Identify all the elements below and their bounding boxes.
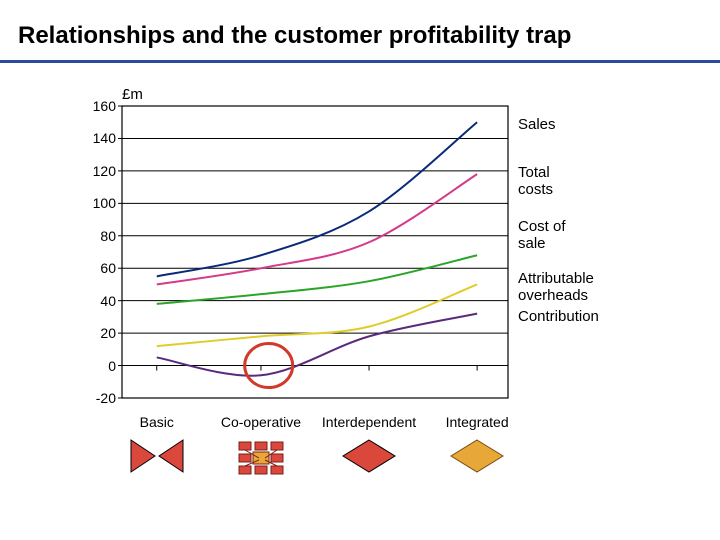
- y-tick-label: 100: [82, 195, 116, 211]
- x-tick-label: Interdependent: [314, 414, 424, 430]
- series-label-sales: Sales: [518, 116, 556, 133]
- title-underline: [0, 60, 720, 63]
- series-label-total_costs: Totalcosts: [518, 164, 553, 199]
- x-tick-label: Co-operative: [206, 414, 316, 430]
- y-tick-label: -20: [82, 390, 116, 406]
- y-tick-label: 140: [82, 130, 116, 146]
- series-label-attr_over: Attributableoverheads: [518, 270, 594, 305]
- series-label-contribution: Contribution: [518, 308, 599, 325]
- interdependent-icon: [339, 436, 399, 481]
- page-title: Relationships and the customer profitabi…: [18, 22, 571, 50]
- series-label-cost_of_sale: Cost ofsale: [518, 218, 566, 253]
- y-tick-label: 80: [82, 228, 116, 244]
- y-tick-label: 0: [82, 358, 116, 374]
- y-tick-label: 40: [82, 293, 116, 309]
- basic-icon: [127, 436, 187, 481]
- chart-area: £m 160140120100806040200-20SalesTotalcos…: [80, 92, 640, 512]
- cooperative-icon: [231, 436, 291, 481]
- y-tick-label: 20: [82, 325, 116, 341]
- y-tick-label: 160: [82, 98, 116, 114]
- y-tick-label: 60: [82, 260, 116, 276]
- x-tick-label: Integrated: [422, 414, 532, 430]
- integrated-icon: [447, 436, 507, 481]
- y-tick-label: 120: [82, 163, 116, 179]
- x-tick-label: Basic: [102, 414, 212, 430]
